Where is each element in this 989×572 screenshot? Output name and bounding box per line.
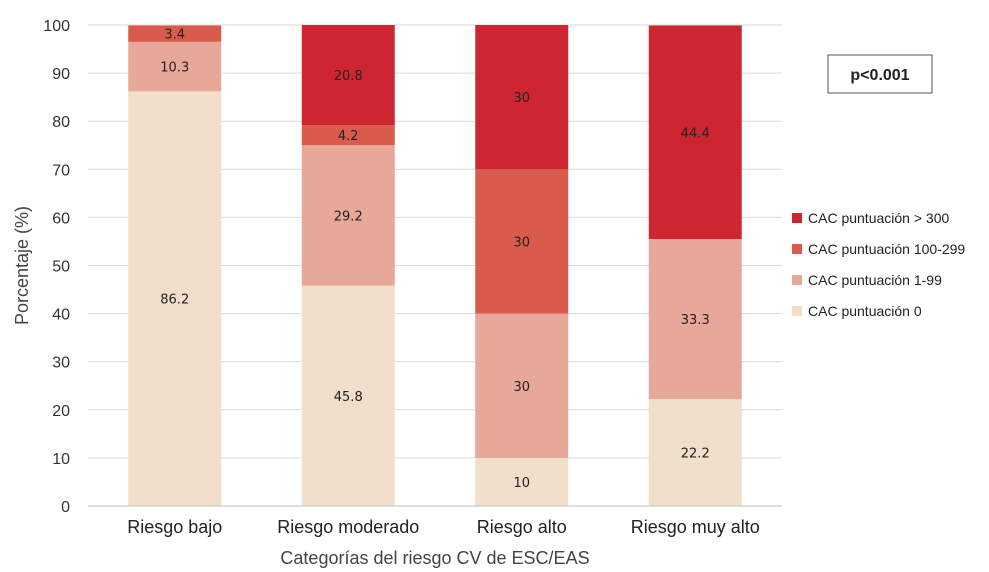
y-tick-label: 100: [43, 18, 70, 35]
x-category-label: Riesgo alto: [477, 517, 567, 537]
data-label: 30: [513, 380, 530, 395]
x-category-label: Riesgo moderado: [277, 517, 419, 537]
bar-segment: [475, 313, 569, 458]
y-tick-label: 50: [52, 259, 70, 276]
data-label: 30: [513, 235, 530, 250]
p-value-box: [827, 54, 933, 94]
y-tick-label: 0: [61, 499, 70, 516]
x-axis-title: Categorías del riesgo CV de ESC/EAS: [280, 548, 589, 568]
p-value-text: p<0.001: [850, 67, 909, 84]
y-axis-ticks: 0 10 20 30 40 50 60 70 80 90 100: [43, 18, 70, 516]
data-label: 33.3: [681, 313, 710, 328]
x-axis-categories: Riesgo bajo Riesgo moderado Riesgo alto Rie…: [127, 517, 760, 537]
bar-segment: [128, 91, 222, 507]
y-tick-label: 30: [52, 355, 70, 372]
p-value-annotation: p<0.001: [827, 54, 933, 94]
data-label: 10: [513, 476, 530, 491]
y-tick-label: 10: [52, 451, 70, 468]
y-tick-label: 80: [52, 114, 70, 131]
x-category-label: Riesgo muy alto: [631, 517, 760, 537]
data-label: 45.8: [334, 390, 363, 405]
x-category-label: Riesgo bajo: [127, 517, 222, 537]
y-tick-label: 20: [52, 403, 70, 420]
bar-segment: [301, 25, 395, 126]
bar-segment: [648, 239, 742, 400]
bar-segment: [128, 41, 222, 92]
legend-label: CAC puntuación 100-299: [808, 241, 965, 257]
legend-swatch: [792, 244, 802, 254]
data-label: 29.2: [334, 209, 363, 224]
bar-segment: [475, 169, 569, 314]
bar-segment: [475, 457, 569, 506]
bar-segment: [128, 25, 222, 42]
y-tick-label: 60: [52, 210, 70, 227]
bar-segment: [648, 25, 742, 240]
data-label: 86.2: [160, 293, 189, 308]
data-label: 3.4: [164, 28, 185, 43]
legend-swatch: [792, 306, 802, 316]
data-label: 30: [513, 91, 530, 106]
y-tick-label: 70: [52, 162, 70, 179]
legend-label: CAC puntuación 0: [808, 303, 922, 319]
legend-label: CAC puntuación 1-99: [808, 272, 942, 288]
data-label: 22.2: [681, 447, 710, 462]
legend-swatch: [792, 213, 802, 223]
y-tick-label: 40: [52, 307, 70, 324]
bars: 86.2 10.3 3.4 45.8 29.2 4.2 20.8 10 30 30 30 22.2 33…: [128, 25, 742, 507]
bar-segment: [475, 25, 569, 170]
data-label: 20.8: [334, 69, 363, 84]
bar-segment: [301, 145, 395, 286]
y-tick-label: 90: [52, 66, 70, 83]
bar-segment: [301, 285, 395, 506]
y-axis-title: Porcentaje (%): [12, 206, 32, 325]
legend-swatch: [792, 275, 802, 285]
legend-label: CAC puntuación > 300: [808, 210, 949, 226]
bar-segment: [648, 399, 742, 506]
legend: CAC puntuación > 300 CAC puntuación 100-2…: [792, 210, 965, 319]
data-label: 10.3: [160, 61, 189, 76]
bar-segment: [301, 125, 395, 146]
data-label: 44.4: [681, 126, 710, 141]
data-label: 4.2: [338, 129, 359, 144]
